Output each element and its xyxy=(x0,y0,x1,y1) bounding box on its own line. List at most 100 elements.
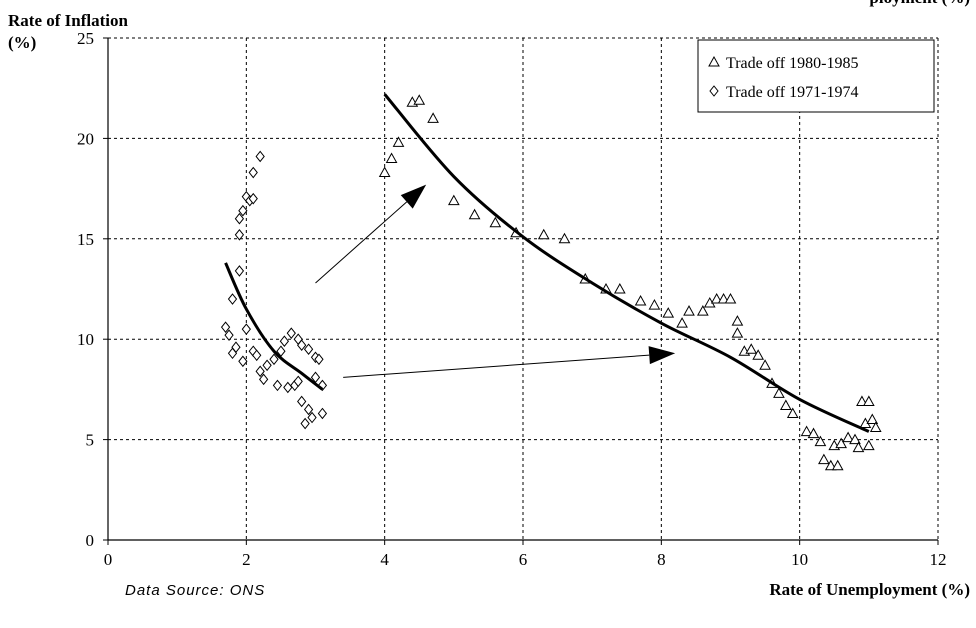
x-tick-label: 8 xyxy=(657,550,666,569)
triangle-point xyxy=(849,433,861,445)
triangle-point xyxy=(835,437,848,449)
y-axis-label-line1: Rate of Inflation xyxy=(8,11,128,30)
legend-entry: Trade off 1980-1985 xyxy=(726,55,858,72)
triangle-point xyxy=(862,395,875,406)
triangle-point xyxy=(724,293,737,304)
triangle-point xyxy=(745,343,758,354)
triangle-point xyxy=(759,359,771,370)
legend-box xyxy=(697,39,935,113)
triangle-point xyxy=(800,425,813,437)
diamond-point xyxy=(262,359,272,372)
top-cut-label: ployment (%) xyxy=(869,0,970,8)
triangle-point xyxy=(779,399,792,410)
y-tick-label: 15 xyxy=(77,230,94,249)
triangle-point xyxy=(413,94,426,105)
x-tick-label: 10 xyxy=(791,550,808,569)
triangle-point xyxy=(818,453,830,465)
y-tick-label: 10 xyxy=(77,330,94,349)
diamond-point xyxy=(255,365,265,378)
diamond-point xyxy=(234,228,245,241)
diamond-point xyxy=(224,329,234,341)
triangle-point xyxy=(634,295,647,306)
triangle-point xyxy=(710,293,723,304)
triangle-point xyxy=(807,427,820,439)
triangle-point xyxy=(852,441,865,453)
diamond-point xyxy=(234,265,245,277)
triangle-point xyxy=(824,459,837,471)
triangle-point xyxy=(447,194,460,206)
diamond-point xyxy=(307,411,317,424)
legend: Trade off 1980-1985 Trade off 1971-1974 xyxy=(697,39,935,113)
triangle-point xyxy=(558,232,571,244)
diamond-point xyxy=(293,375,303,388)
triangle-point xyxy=(862,439,875,451)
diamond-point xyxy=(234,212,245,225)
trend-line-2 xyxy=(383,93,870,433)
x-tick-label: 12 xyxy=(930,550,947,569)
diamond-point xyxy=(303,403,314,416)
triangle-point xyxy=(731,315,744,326)
triangle-point xyxy=(676,317,688,328)
diamond-point xyxy=(258,373,269,386)
y-tick-label: 25 xyxy=(77,29,94,48)
triangle-point xyxy=(842,431,854,443)
diamond-point xyxy=(227,293,238,305)
triangle-point xyxy=(537,228,550,240)
diamond-point xyxy=(300,417,310,430)
triangle-point xyxy=(662,307,675,318)
arrow-head-1 xyxy=(400,184,427,209)
triangle-point xyxy=(731,327,744,338)
triangle-point xyxy=(468,208,481,220)
x-tick-label: 2 xyxy=(242,550,251,569)
diamond-point xyxy=(279,335,290,348)
trend-line-1 xyxy=(224,262,324,391)
triangle-point xyxy=(385,152,398,163)
diamond-point xyxy=(238,204,248,217)
triangle-point xyxy=(378,166,391,178)
triangle-point xyxy=(869,421,882,433)
grid-lines xyxy=(108,37,939,540)
diamond-point xyxy=(297,339,307,352)
arrow-head-2 xyxy=(648,346,676,365)
diamond-point xyxy=(252,349,262,362)
x-tick-label: 6 xyxy=(519,550,528,569)
y-axis-label: Rate of Inflation (%) xyxy=(8,10,128,54)
triangle-point xyxy=(427,112,439,123)
legend-marker-diamond xyxy=(709,85,719,97)
trend-lines xyxy=(224,93,870,433)
legend-marker-triangle xyxy=(708,55,720,67)
y-tick-label: 0 xyxy=(86,531,95,550)
triangle-point xyxy=(814,435,827,447)
triangle-point xyxy=(696,305,709,316)
diamond-point xyxy=(283,381,293,394)
tick-labels: 0 2 4 6 8 10 12 0 5 10 15 20 25 xyxy=(77,29,947,569)
diamond-point xyxy=(220,321,231,333)
triangle-point xyxy=(683,305,695,316)
arrow-shaft-1 xyxy=(315,201,408,284)
diamond-point xyxy=(286,327,296,339)
triangle-point xyxy=(752,349,765,360)
x-tick-label: 4 xyxy=(380,550,389,569)
data-source-note: Data Source: ONS xyxy=(125,582,266,599)
x-tick-label: 0 xyxy=(104,550,113,569)
x-axis-label: Rate of Unemployment (%) xyxy=(769,580,970,599)
diamond-point xyxy=(303,343,314,356)
diamond-point xyxy=(269,353,279,366)
triangle-point xyxy=(717,293,730,304)
diamond-point xyxy=(241,323,251,335)
triangle-point xyxy=(773,387,785,398)
annotation-arrows xyxy=(315,184,676,378)
y-tick-label: 20 xyxy=(77,129,94,148)
triangle-point xyxy=(786,407,799,418)
arrow-shaft-2 xyxy=(343,354,650,378)
triangle-point xyxy=(392,136,405,147)
diamond-point xyxy=(317,407,328,420)
diamond-point xyxy=(248,166,258,179)
diamond-point xyxy=(231,341,241,354)
triangle-point xyxy=(866,413,879,425)
diamond-point xyxy=(255,150,265,163)
triangle-point xyxy=(648,299,661,310)
triangle-point xyxy=(831,459,844,471)
data-series xyxy=(220,94,882,471)
